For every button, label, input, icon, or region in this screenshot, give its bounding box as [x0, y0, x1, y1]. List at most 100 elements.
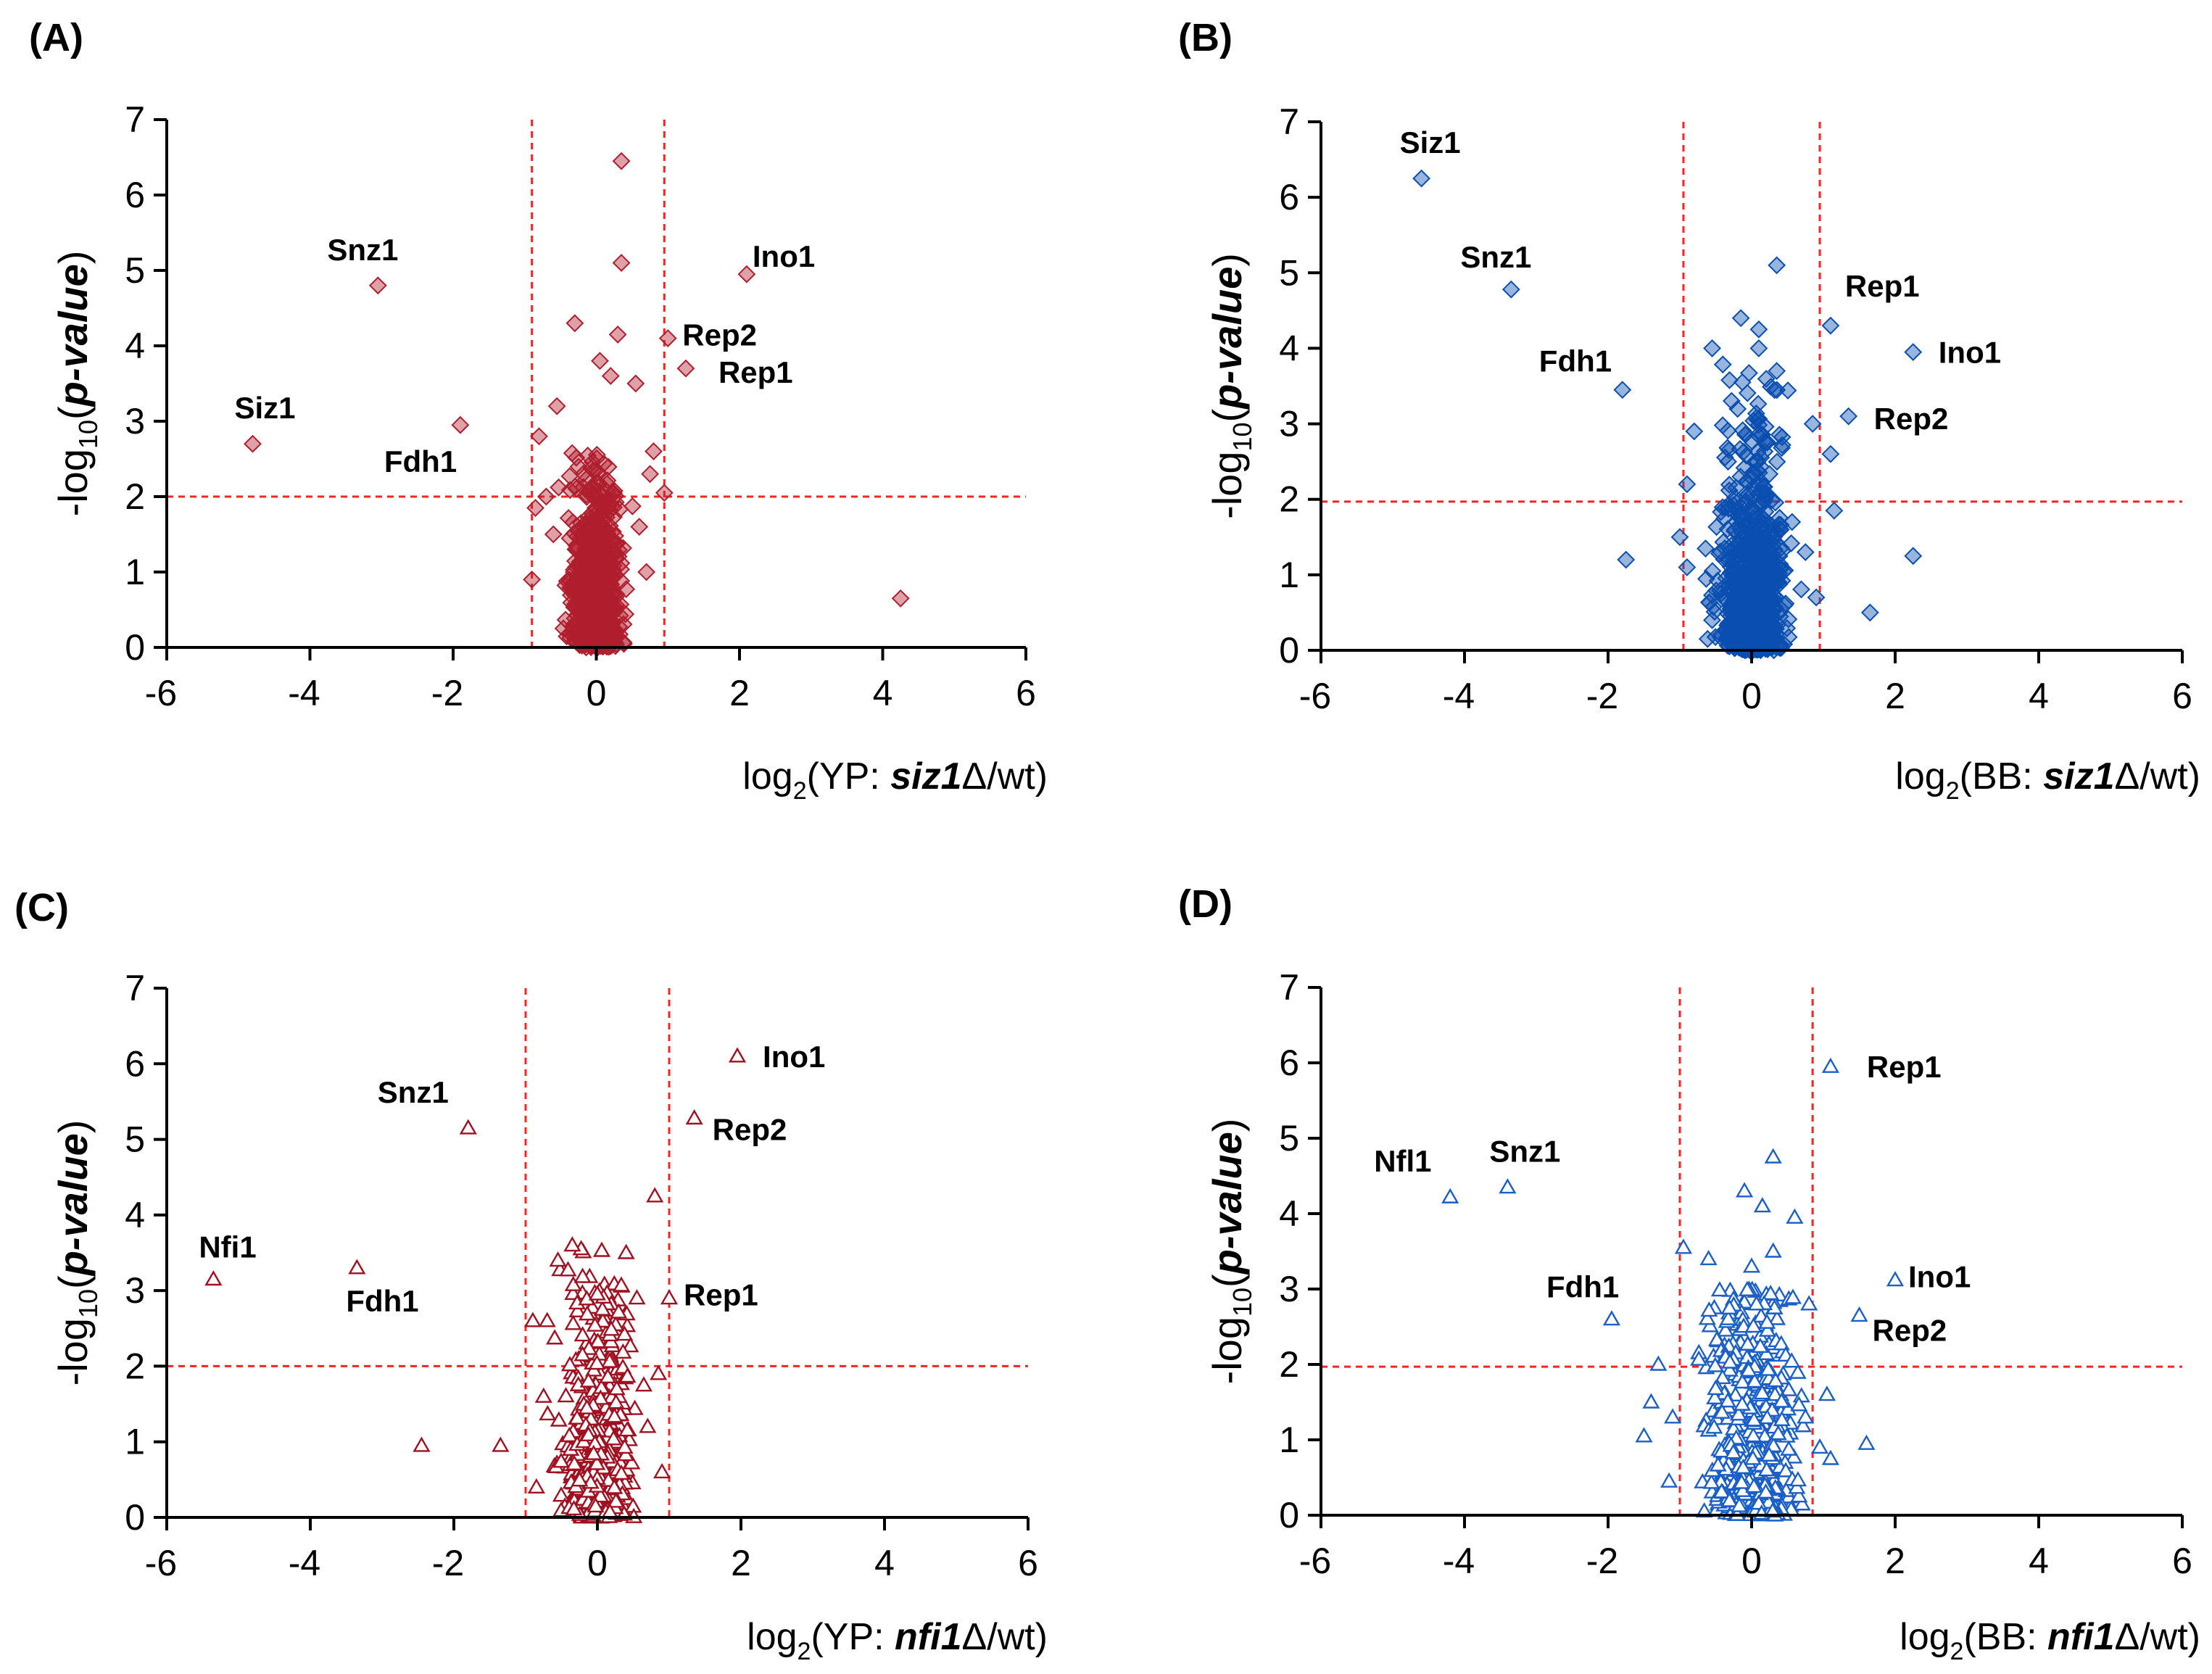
data-point: [1857, 1434, 1876, 1450]
data-point: [1678, 475, 1697, 494]
point-label: Rep2: [713, 1112, 787, 1146]
data-point: [537, 487, 555, 506]
data-point: [605, 600, 624, 618]
y-tick-label: 4: [1279, 328, 1299, 368]
data-point: [1713, 355, 1732, 374]
data-point: [1703, 339, 1721, 357]
data-point: [623, 497, 642, 515]
x-tick-label: -4: [288, 673, 320, 713]
point-label: Rep2: [1873, 1313, 1947, 1347]
data-point: [589, 628, 608, 647]
y-tick-label: 0: [125, 1497, 145, 1538]
y-tick-label: 0: [1279, 1495, 1299, 1536]
data-point: [530, 427, 548, 446]
data-point: [653, 1463, 671, 1479]
x-tick-label: -6: [1299, 1541, 1331, 1581]
data-point: [628, 1289, 646, 1305]
panel-label: (B): [1178, 16, 1233, 59]
data-point: [1718, 421, 1737, 440]
data-point: [1768, 256, 1786, 275]
data-point: [544, 525, 563, 544]
labeled-data-point: [658, 329, 677, 348]
y-tick-label: 1: [125, 552, 145, 592]
data-point: [1807, 588, 1826, 607]
labeled-data-point: [244, 434, 262, 453]
x-tick-label: 0: [587, 673, 607, 713]
data-point: [645, 442, 663, 461]
x-tick-label: 4: [873, 673, 893, 713]
y-tick-label: 3: [1279, 1269, 1299, 1309]
point-label: Rep1: [718, 355, 793, 389]
data-point: [1742, 1257, 1761, 1273]
labeled-data-point: [728, 1047, 747, 1063]
y-tick-label: 5: [125, 250, 145, 291]
x-tick-label: 4: [874, 1543, 895, 1583]
y-tick-label: 0: [1279, 630, 1299, 671]
data-point: [571, 600, 589, 618]
panel-b: (B) Siz1 Snz1 Fdh1 Rep1 Ino1 Rep2 0 1 2 3 4 5 6 7 -6 -4 -…: [1178, 16, 2200, 805]
data-point: [593, 531, 612, 550]
x-axis-label: log2(YP: siz1Δ/wt): [742, 755, 1048, 805]
data-point: [590, 494, 608, 512]
data-point: [1821, 444, 1840, 463]
point-label: Ino1: [1908, 1260, 1971, 1294]
y-tick-label: 6: [1279, 1043, 1299, 1083]
x-tick-label: 6: [1018, 1543, 1038, 1583]
x-tick-label: 6: [2172, 1541, 2192, 1581]
point-label: Rep2: [1874, 402, 1949, 436]
labeled-data-point: [660, 1289, 679, 1305]
point-label: Snz1: [327, 233, 398, 267]
y-tick-label: 5: [1279, 252, 1299, 293]
x-tick-label: -4: [289, 1543, 320, 1583]
y-tick-label: 4: [1279, 1193, 1299, 1234]
data-point: [1764, 1242, 1782, 1258]
x-tick-label: 6: [2172, 676, 2192, 716]
y-tick-label: 4: [125, 326, 145, 366]
point-label: Nfi1: [199, 1230, 256, 1264]
data-point: [639, 1417, 657, 1433]
labeled-data-point: [204, 1270, 223, 1286]
y-axis-label: -log10(p-value): [50, 1120, 103, 1386]
panel-d: (D) Rep1 Nfl1 Snz1 Ino1 Rep2 Fdh1 0 1 2 3 4 5 6 7 -6 -4 -…: [1178, 882, 2200, 1665]
point-label: Nfl1: [1374, 1144, 1431, 1178]
y-tick-label: 6: [125, 1043, 145, 1084]
x-tick-label: -2: [1586, 1541, 1618, 1581]
data-point: [579, 617, 598, 636]
data-point: [1797, 1408, 1815, 1424]
data-point: [492, 1436, 510, 1452]
panel-label: (D): [1178, 882, 1233, 926]
data-point: [576, 516, 595, 535]
labeled-data-point: [1441, 1188, 1459, 1203]
data-point: [600, 567, 618, 586]
x-tick-label: -4: [1443, 1541, 1475, 1581]
data-point: [1731, 309, 1750, 328]
data-point: [610, 541, 628, 559]
x-tick-label: -6: [145, 673, 177, 713]
data-point: [617, 1243, 635, 1259]
data-point: [1720, 370, 1739, 389]
point-label: Siz1: [1400, 125, 1461, 159]
labeled-data-point: [1886, 1271, 1905, 1287]
y-tick-label: 0: [125, 627, 145, 668]
labeled-data-point: [348, 1259, 366, 1275]
labeled-data-point: [737, 265, 756, 283]
y-axis-label: -log10(p-value): [1204, 1119, 1257, 1385]
data-point: [1660, 1472, 1678, 1488]
x-axis-label: log2(BB: siz1Δ/wt): [1895, 755, 2200, 805]
x-tick-label: -6: [1299, 676, 1331, 716]
data-point: [523, 1312, 542, 1327]
data-point: [539, 1405, 557, 1421]
point-label: Fdh1: [1546, 1270, 1619, 1304]
data-point: [1728, 399, 1747, 418]
data-point: [523, 570, 542, 589]
y-tick-label: 1: [1279, 555, 1299, 595]
data-point: [608, 325, 627, 344]
data-point: [1786, 1208, 1804, 1224]
panel-label: (A): [29, 16, 83, 59]
y-tick-label: 7: [1279, 967, 1299, 1008]
y-tick-label: 2: [1279, 1344, 1299, 1385]
y-tick-label: 1: [125, 1422, 145, 1462]
data-point: [563, 444, 581, 463]
data-point: [559, 509, 578, 527]
